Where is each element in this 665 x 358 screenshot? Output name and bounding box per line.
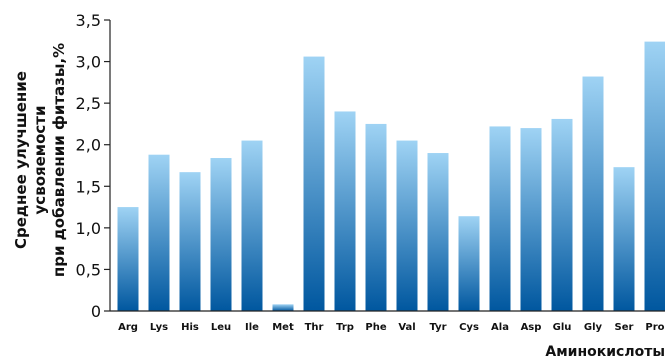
bar-gly [582, 76, 604, 311]
y-tick-label: 2,0 [76, 136, 101, 155]
y-axis-title-line-2: усвояемости [31, 106, 49, 215]
bar-glu [551, 118, 573, 311]
bars [117, 41, 665, 312]
x-tick-label-met: Met [272, 322, 294, 333]
x-tick-label-ala: Ala [491, 322, 509, 333]
y-tick-label: 2,5 [76, 94, 101, 113]
y-tick-label: 1,5 [76, 177, 101, 196]
x-tick-label-arg: Arg [118, 322, 138, 333]
y-tick-label: 0 [91, 302, 101, 321]
x-tick-label-cys: Cys [459, 322, 479, 333]
x-tick-label-thr: Thr [305, 322, 324, 333]
y-axis-title-line-3: при добавлении фитазы,% [50, 43, 68, 277]
bar-arg [117, 207, 139, 311]
x-axis-tick-labels: Arg Lys His Leu Ile Met Thr Trp Phe Val Tyr Cys Ala A… [118, 322, 665, 333]
x-tick-label-trp: Trp [336, 322, 354, 333]
bar-leu [210, 158, 232, 311]
bar-cys [458, 216, 480, 311]
bar-thr [303, 56, 325, 311]
bar-val [396, 140, 418, 311]
x-tick-label-ile: Ile [245, 322, 259, 333]
x-tick-label-glu: Glu [553, 322, 572, 333]
bar-ile [241, 140, 263, 311]
y-tick-label: 3,0 [76, 53, 101, 72]
bar-trp [334, 111, 356, 311]
bar-tyr [427, 153, 449, 311]
bar-met [272, 304, 294, 311]
x-tick-label-asp: Asp [521, 322, 542, 333]
x-axis-title: Аминокислоты [545, 344, 665, 358]
y-axis-ticks: 0 0,5 1,0 1,5 2,0 2,5 3,0 3,5 [76, 11, 110, 321]
y-tick-label: 3,5 [76, 11, 101, 30]
x-tick-label-val: Val [398, 322, 415, 333]
y-axis-title-line-1: Среднее улучшение [12, 71, 30, 249]
x-tick-label-gly: Gly [584, 322, 603, 333]
y-tick-label: 1,0 [76, 219, 101, 238]
x-tick-label-tyr: Tyr [429, 322, 446, 333]
bar-ala [489, 126, 511, 312]
bar-his [179, 172, 201, 311]
x-tick-label-ser: Ser [615, 322, 634, 333]
bar-asp [520, 128, 542, 311]
bar-ser [613, 167, 635, 311]
x-tick-label-leu: Leu [211, 322, 231, 333]
bar-phe [365, 123, 387, 311]
bar-lys [148, 154, 170, 311]
y-tick-label: 0,5 [76, 260, 101, 279]
bar-pro [644, 41, 665, 312]
x-tick-label-his: His [181, 322, 199, 333]
y-axis-title: Среднее улучшение усвояемости при добавл… [12, 43, 68, 277]
x-tick-label-lys: Lys [150, 322, 168, 333]
x-tick-label-phe: Phe [365, 322, 386, 333]
x-tick-label-pro: Pro [645, 322, 664, 333]
